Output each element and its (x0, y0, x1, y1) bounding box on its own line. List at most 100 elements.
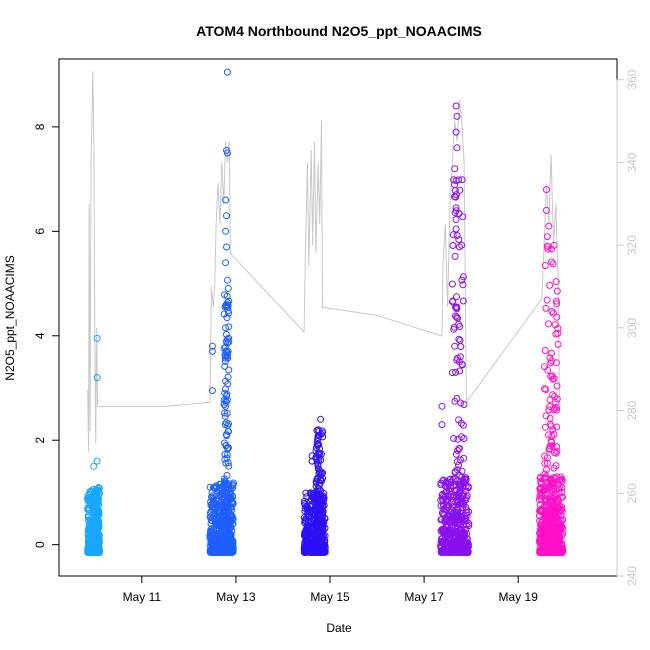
data-point (225, 444, 232, 452)
data-point (313, 458, 321, 466)
data-point (448, 280, 456, 288)
data-point (541, 484, 549, 492)
data-point (450, 325, 458, 333)
data-point (455, 335, 463, 343)
outlier-point (223, 68, 231, 76)
data-point (438, 549, 446, 556)
outlier-point (451, 165, 459, 173)
x-tick-label: May 13 (216, 590, 256, 604)
data-point (541, 262, 549, 269)
data-point (307, 547, 315, 555)
data-point (458, 547, 466, 555)
data-point (313, 440, 321, 448)
data-point (308, 543, 316, 551)
data-point (318, 545, 326, 553)
x-tick-label: May 15 (310, 590, 350, 604)
data-point (221, 357, 229, 365)
data-point (84, 513, 92, 521)
data-point (458, 498, 466, 506)
y-tick-label: 6 (33, 228, 47, 235)
data-point (546, 445, 554, 453)
data-point (301, 533, 309, 541)
data-point (450, 176, 458, 184)
data-point (85, 495, 93, 502)
data-point (95, 547, 103, 555)
outlier-point (452, 102, 460, 110)
data-point (437, 538, 445, 546)
data-point (89, 545, 97, 553)
x-axis: May 11 May 13 May 15 May 17 May 19 (123, 575, 538, 604)
data-point (550, 464, 558, 472)
data-point (452, 216, 460, 223)
y2-tick-label: 340 (625, 152, 639, 172)
data-point (449, 493, 457, 501)
data-point (548, 349, 556, 357)
data-point (454, 447, 462, 454)
data-point (84, 492, 92, 499)
data-point (302, 515, 310, 523)
data-point (440, 528, 448, 536)
data-point (224, 276, 231, 284)
outlier-point (223, 149, 231, 157)
data-point (220, 401, 228, 409)
data-point (550, 430, 558, 438)
data-point (225, 323, 233, 331)
data-point (536, 506, 544, 514)
data-point (453, 293, 460, 301)
data-point (449, 297, 457, 305)
outlier-point (542, 206, 550, 214)
y2-tick-label: 320 (625, 235, 639, 255)
data-point (452, 312, 459, 320)
data-point (541, 519, 548, 527)
data-point (220, 396, 228, 404)
data-point (302, 489, 310, 497)
data-point (314, 500, 322, 508)
data-point (95, 495, 102, 502)
x-axis-label: Date (326, 621, 352, 635)
data-point (554, 484, 562, 492)
data-point (318, 506, 326, 514)
data-point (449, 513, 457, 521)
data-point (223, 451, 231, 459)
data-point (86, 540, 93, 547)
data-point (209, 548, 217, 556)
data-point (454, 354, 461, 362)
data-point (547, 438, 555, 446)
data-point (546, 281, 554, 289)
data-point (210, 503, 218, 511)
series-5 (535, 186, 567, 556)
data-point (547, 483, 555, 491)
data-point (304, 522, 312, 529)
data-point (224, 335, 231, 343)
data-point (459, 281, 467, 289)
data-point (452, 544, 460, 552)
data-point (457, 343, 465, 351)
data-point (552, 502, 560, 510)
data-point (542, 386, 550, 393)
data-point (206, 534, 214, 542)
outlier-point (308, 457, 316, 465)
data-point (453, 395, 461, 402)
data-point (459, 548, 467, 556)
data-point (222, 385, 229, 393)
y2-tick-label: 260 (625, 483, 639, 503)
y2-tick-label: 280 (625, 400, 639, 420)
data-point (448, 529, 456, 537)
reference-line-layer (87, 71, 561, 452)
outlier-point (222, 259, 230, 267)
data-point (545, 510, 553, 518)
data-point (544, 523, 552, 531)
outlier-point (308, 452, 316, 460)
data-point (544, 526, 552, 534)
data-point (450, 435, 458, 442)
data-point (314, 462, 322, 469)
data-point (94, 491, 102, 499)
data-point (545, 320, 552, 328)
data-point (302, 548, 310, 556)
data-point (553, 473, 561, 481)
data-point (541, 347, 549, 354)
data-point (461, 475, 469, 483)
data-point (443, 522, 451, 530)
data-point (558, 488, 566, 496)
y-axis-label: N2O5_ppt_NOAACIMS (3, 255, 17, 380)
